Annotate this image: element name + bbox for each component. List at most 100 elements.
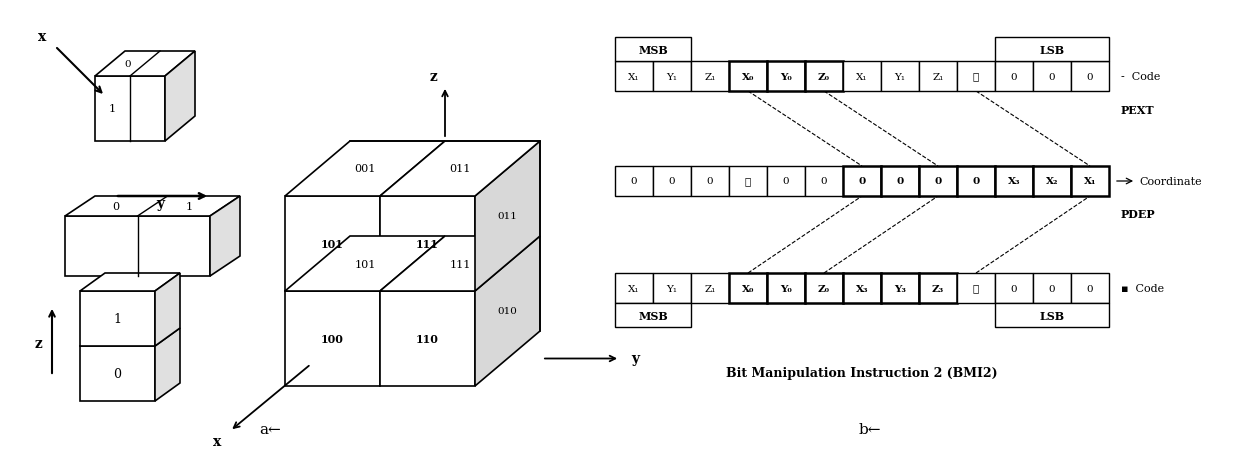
Text: 0: 0	[1087, 72, 1093, 81]
Bar	[653, 62, 691, 92]
Polygon shape	[285, 236, 445, 291]
Bar	[805, 166, 843, 197]
Bar	[805, 62, 843, 92]
Text: 101: 101	[321, 239, 344, 249]
Text: Y₁: Y₁	[667, 72, 678, 81]
Bar	[957, 273, 995, 304]
Bar	[729, 62, 767, 92]
Polygon shape	[475, 236, 540, 386]
Bar	[843, 62, 881, 92]
Text: X₀: X₀	[742, 284, 755, 293]
Text: Y₁: Y₁	[667, 284, 678, 293]
Text: Coordinate: Coordinate	[1139, 177, 1202, 187]
Text: 0: 0	[859, 177, 866, 186]
Text: 0: 0	[973, 177, 980, 186]
Polygon shape	[165, 52, 195, 142]
Bar	[1033, 273, 1070, 304]
Text: 0: 0	[1048, 72, 1056, 81]
Text: 100: 100	[321, 333, 344, 344]
Bar	[615, 304, 691, 327]
Text: a←: a←	[259, 422, 281, 436]
Polygon shape	[81, 346, 155, 401]
Text: Y₃: Y₃	[895, 284, 906, 293]
Text: 0: 0	[114, 367, 121, 380]
Bar	[1070, 62, 1109, 92]
Polygon shape	[64, 197, 240, 216]
Text: x: x	[213, 434, 221, 448]
Text: X₁: X₁	[856, 72, 867, 81]
Text: x: x	[38, 30, 46, 44]
Bar	[615, 62, 653, 92]
Text: 0: 0	[1011, 72, 1017, 81]
Polygon shape	[155, 328, 180, 401]
Text: 1: 1	[109, 104, 116, 114]
Text: 0: 0	[1048, 284, 1056, 293]
Polygon shape	[81, 273, 180, 291]
Text: 0: 0	[1011, 284, 1017, 293]
Bar	[653, 273, 691, 304]
Polygon shape	[95, 77, 165, 142]
Bar	[805, 273, 843, 304]
Bar	[881, 166, 919, 197]
Polygon shape	[285, 291, 380, 386]
Bar	[1033, 166, 1070, 197]
Text: MSB: MSB	[638, 310, 668, 321]
Text: Bit Manipulation Instruction 2 (BMI2): Bit Manipulation Instruction 2 (BMI2)	[726, 367, 997, 380]
Bar	[653, 166, 691, 197]
Text: 0: 0	[113, 202, 120, 212]
Text: X₁: X₁	[1084, 177, 1097, 186]
Bar	[957, 62, 995, 92]
Text: 1: 1	[185, 202, 192, 212]
Bar	[691, 62, 729, 92]
Bar	[995, 62, 1033, 92]
Text: X₁: X₁	[628, 284, 639, 293]
Text: 111: 111	[450, 259, 471, 269]
Polygon shape	[380, 236, 540, 291]
Bar	[691, 273, 729, 304]
Text: 0: 0	[669, 177, 675, 186]
Bar	[1070, 273, 1109, 304]
Bar	[615, 38, 691, 62]
Text: 011: 011	[498, 212, 518, 221]
Text: b←: b←	[859, 422, 881, 436]
Text: 011: 011	[450, 164, 471, 174]
Polygon shape	[64, 216, 209, 276]
Text: 0: 0	[896, 177, 903, 186]
Text: ⋯: ⋯	[745, 177, 751, 186]
Text: 111: 111	[416, 239, 439, 249]
Bar	[767, 273, 805, 304]
Text: 0: 0	[1087, 284, 1093, 293]
Text: Y₁: Y₁	[895, 72, 906, 81]
Bar	[767, 166, 805, 197]
Bar	[729, 273, 767, 304]
Bar	[615, 273, 653, 304]
Bar	[691, 166, 729, 197]
Text: PDEP: PDEP	[1121, 209, 1156, 220]
Text: z: z	[35, 336, 42, 350]
Polygon shape	[475, 142, 540, 291]
Bar	[1033, 62, 1070, 92]
Text: 0: 0	[706, 177, 714, 186]
Polygon shape	[81, 291, 155, 346]
Bar	[843, 273, 881, 304]
Text: Z₃: Z₃	[932, 284, 944, 293]
Polygon shape	[285, 142, 445, 197]
Text: X₃: X₃	[1007, 177, 1020, 186]
Text: Z₁: Z₁	[704, 284, 716, 293]
Text: 010: 010	[498, 307, 518, 316]
Text: Z₀: Z₀	[818, 284, 830, 293]
Text: 0: 0	[631, 177, 637, 186]
Bar	[995, 38, 1109, 62]
Polygon shape	[380, 197, 475, 291]
Bar	[881, 62, 919, 92]
Bar	[995, 304, 1109, 327]
Text: PEXT: PEXT	[1121, 104, 1155, 115]
Text: Z₀: Z₀	[818, 72, 830, 81]
Polygon shape	[209, 197, 240, 276]
Text: Y₀: Y₀	[781, 72, 792, 81]
Text: ▪  Code: ▪ Code	[1121, 283, 1165, 293]
Bar	[843, 166, 881, 197]
Bar	[995, 166, 1033, 197]
Text: X₀: X₀	[742, 72, 755, 81]
Text: X₁: X₁	[628, 72, 639, 81]
